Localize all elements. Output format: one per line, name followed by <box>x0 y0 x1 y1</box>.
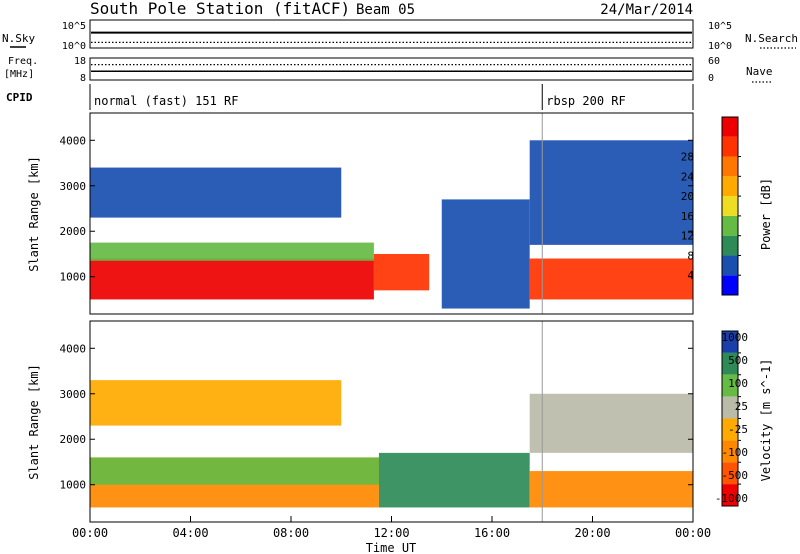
freq-left-tick-top: 18 <box>74 56 86 67</box>
velocity-layer-2 <box>378 452 530 508</box>
power-ytick-label-0: 1000 <box>60 271 87 284</box>
x-tick-label-5: 20:00 <box>574 526 610 540</box>
noise-left-tick-bottom: 10^0 <box>62 41 86 52</box>
freq-left-label-top: Freq. <box>8 56 38 67</box>
power-colorbar-swatch-3 <box>722 215 738 236</box>
velocity-layer-4 <box>529 393 693 453</box>
freq-right-tick-top: 60 <box>708 56 720 67</box>
power-layer-3 <box>90 242 374 261</box>
velocity-colorbar-swatch-0 <box>722 331 738 353</box>
velocity-colorbar-tick-label-7: -1000 <box>715 492 748 505</box>
freq-panel-frame <box>89 57 694 81</box>
power-y-axis-label: Slant Range [km] <box>27 156 41 272</box>
velocity-colorbar-tick-label-6: -500 <box>722 469 749 482</box>
velocity-ytick-label-3: 4000 <box>60 342 87 355</box>
power-colorbar-swatch-4 <box>722 196 738 216</box>
freq-right-tick-bottom: 0 <box>708 73 714 84</box>
noise-right-tick-bottom: 10^0 <box>708 41 732 52</box>
velocity-layer-5 <box>90 380 342 426</box>
noise-right-label: N.Search <box>745 32 798 45</box>
velocity-colorbar-swatch-6 <box>722 462 738 485</box>
noise-left-label: N.Sky <box>2 32 35 45</box>
power-colorbar-tick-label-6: 28 <box>681 151 694 164</box>
noise-left-tick-top: 10^5 <box>62 21 86 32</box>
velocity-ytick-label-2: 3000 <box>60 388 87 401</box>
power-layer-5 <box>529 140 693 245</box>
velocity-ytick-label-1: 2000 <box>60 433 87 446</box>
power-colorbar-swatch-6 <box>722 156 738 177</box>
x-tick-label-3: 12:00 <box>373 526 409 540</box>
velocity-colorbar-tick-label-4: -25 <box>728 423 748 436</box>
x-axis-label: Time UT <box>366 541 417 554</box>
power-colorbar-swatch-5 <box>722 176 738 197</box>
freq-left-tick-bottom: 8 <box>80 73 86 84</box>
power-colorbar-tick-label-1: 8 <box>687 249 694 262</box>
x-tick-label-0: 00:00 <box>72 526 108 540</box>
beam-label: Beam 05 <box>356 2 415 18</box>
power-layer-0 <box>90 258 374 300</box>
power-ytick-label-2: 3000 <box>60 180 87 193</box>
cpid-label: CPID <box>6 91 33 104</box>
power-panel: 1000 2000 3000 4000 <box>60 112 694 315</box>
velocity-layer-1 <box>90 457 379 485</box>
velocity-colorbar-tick-label-1: 500 <box>728 354 748 367</box>
x-tick-label-1: 04:00 <box>172 526 208 540</box>
power-colorbar-swatch-8 <box>722 117 738 137</box>
velocity-y-axis-label: Slant Range [km] <box>27 364 41 480</box>
velocity-ytick-label-0: 1000 <box>60 479 87 492</box>
velocity-colorbar-swatch-4 <box>722 418 738 441</box>
freq-left-label-bottom: [MHz] <box>4 69 34 80</box>
power-colorbar-swatch-2 <box>722 235 738 256</box>
velocity-colorbar-tick-label-5: -100 <box>722 446 749 459</box>
power-colorbar: 4 8 12 16 20 24 28 <box>681 116 741 296</box>
cpid-segment-0: normal (fast) 151 RF <box>94 94 239 108</box>
power-colorbar-swatch-0 <box>722 275 738 295</box>
power-colorbar-tick-label-3: 16 <box>681 210 694 223</box>
power-colorbar-tick-label-0: 4 <box>687 269 694 282</box>
velocity-colorbar: 1000 500 100 25 -25 -100 -500 -1000 <box>715 330 749 507</box>
velocity-colorbar-tick-label-2: 100 <box>728 377 748 390</box>
velocity-colorbar-swatch-3 <box>722 396 738 419</box>
power-colorbar-swatch-1 <box>722 255 738 276</box>
x-tick-label-4: 16:00 <box>474 526 510 540</box>
velocity-colorbar-swatch-2 <box>722 374 738 397</box>
velocity-panel: 1000 2000 3000 4000 <box>60 320 694 523</box>
velocity-colorbar-swatch-7 <box>722 484 738 506</box>
power-layer-4 <box>441 199 530 309</box>
x-tick-label-6: 00:00 <box>675 526 711 540</box>
power-layer-1 <box>373 253 430 291</box>
x-tick-label-2: 08:00 <box>273 526 309 540</box>
power-colorbar-tick-label-2: 12 <box>681 230 694 243</box>
cpid-segment-1: rbsp 200 RF <box>546 94 625 108</box>
velocity-colorbar-tick-label-3: 25 <box>735 400 748 413</box>
velocity-colorbar-swatch-1 <box>722 352 738 375</box>
velocity-colorbar-tick-label-0: 1000 <box>722 331 749 344</box>
velocity-layer-3 <box>529 471 693 508</box>
noise-right-tick-top: 10^5 <box>708 21 732 32</box>
plot-title: South Pole Station (fitACF) <box>90 0 350 18</box>
power-colorbar-swatch-7 <box>722 136 738 157</box>
noise-panel-frame <box>89 19 694 49</box>
velocity-colorbar-label: Velocity [m s^-1] <box>759 359 773 482</box>
power-colorbar-tick-label-4: 20 <box>681 190 694 203</box>
power-colorbar-tick-label-5: 24 <box>681 170 695 183</box>
power-panel-frame <box>89 112 694 315</box>
power-ytick-label-1: 2000 <box>60 225 87 238</box>
velocity-colorbar-swatch-5 <box>722 440 738 463</box>
date-label: 24/Mar/2014 <box>600 2 693 18</box>
power-layer-2 <box>529 258 693 300</box>
freq-right-label: Nave <box>746 65 773 78</box>
power-layer-6 <box>90 167 342 218</box>
power-colorbar-label: Power [dB] <box>759 178 773 250</box>
power-ytick-label-3: 4000 <box>60 134 87 147</box>
power-colorbar-frame <box>721 116 739 296</box>
